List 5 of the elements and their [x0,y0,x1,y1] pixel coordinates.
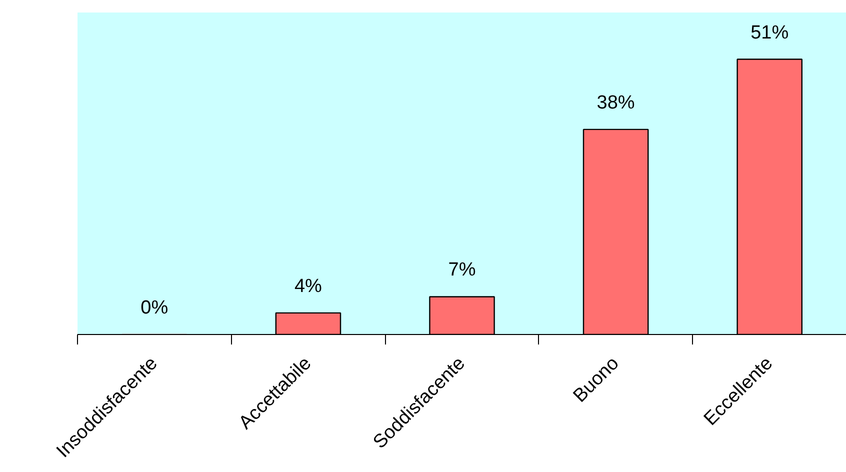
data-label: 4% [294,276,322,297]
data-label: 0% [140,298,168,318]
data-label: 38% [596,92,635,114]
data-label: 51% [750,22,789,44]
data-label: 7% [448,260,476,281]
